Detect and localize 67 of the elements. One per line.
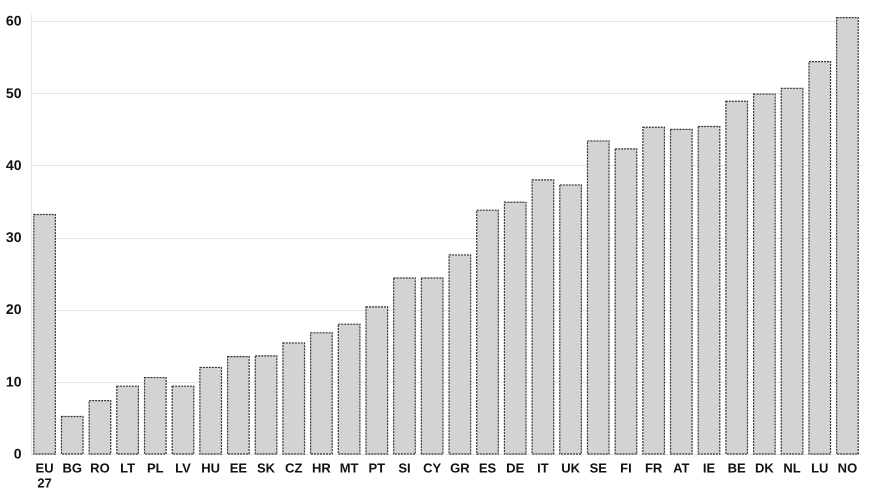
x-tick-label: EE — [230, 460, 248, 476]
bar — [226, 356, 250, 455]
x-tick-label: NO — [838, 460, 858, 476]
bar — [33, 214, 56, 455]
bar — [559, 184, 582, 455]
bar — [836, 17, 859, 455]
x-tick-label: MT — [340, 460, 359, 476]
bar — [504, 202, 527, 455]
x-tick-label: PT — [368, 460, 386, 476]
bar — [310, 332, 333, 455]
x-tick-label: HR — [312, 460, 332, 476]
x-tick-label: PL — [146, 460, 164, 476]
bar — [338, 324, 360, 455]
y-tick-label: 30 — [6, 229, 22, 246]
y-tick-label: 20 — [6, 301, 22, 318]
bar — [393, 277, 416, 455]
bar — [752, 93, 776, 455]
x-tick-label: EU 27 — [36, 460, 54, 490]
x-tick-label: UK — [561, 460, 581, 476]
bar — [282, 342, 306, 455]
x-tick-label: LU — [811, 460, 828, 476]
bar — [88, 400, 112, 455]
bar — [532, 179, 554, 455]
bar — [448, 254, 472, 455]
bar — [586, 140, 610, 455]
x-tick-label: SE — [590, 460, 608, 476]
x-tick-label: GR — [450, 460, 470, 476]
y-tick-label: 40 — [6, 156, 22, 173]
x-tick-label: NL — [783, 460, 801, 476]
x-tick-label: CZ — [285, 460, 302, 476]
x-tick-label: HU — [201, 460, 220, 476]
bar — [172, 386, 194, 455]
bar — [725, 100, 748, 455]
bar — [116, 386, 140, 455]
y-tick-label: 10 — [6, 373, 22, 390]
bar — [60, 416, 84, 455]
bar — [199, 366, 222, 455]
x-tick-label: SK — [257, 460, 276, 476]
y-tick-label: 50 — [6, 84, 22, 101]
x-tick-label: FR — [644, 460, 663, 476]
x-tick-label: AT — [673, 460, 690, 476]
bar — [365, 306, 388, 455]
bar — [670, 128, 693, 455]
bar — [614, 148, 638, 455]
x-tick-label: IE — [702, 460, 716, 476]
x-tick-label: ES — [478, 460, 497, 476]
x-tick-label: DK — [754, 460, 774, 476]
x-tick-label: LT — [120, 460, 136, 476]
bar — [476, 210, 499, 455]
x-tick-label: SI — [398, 460, 411, 476]
bar — [642, 126, 666, 455]
x-tick-label: LV — [175, 460, 192, 476]
bar — [420, 277, 444, 455]
bar — [254, 355, 278, 455]
x-tick-label: BG — [62, 460, 82, 476]
x-tick-label: BE — [728, 460, 746, 476]
x-tick-label: FI — [620, 460, 632, 476]
bar — [808, 61, 832, 455]
x-tick-label: CY — [423, 460, 442, 476]
bar — [780, 88, 804, 455]
bar — [698, 126, 720, 455]
y-tick-label: 0 — [14, 446, 22, 462]
bar — [144, 376, 167, 455]
y-tick-label: 60 — [6, 12, 22, 29]
x-tick-label: RO — [90, 460, 110, 476]
x-tick-label: DE — [506, 460, 525, 476]
x-tick-label: IT — [537, 460, 549, 476]
